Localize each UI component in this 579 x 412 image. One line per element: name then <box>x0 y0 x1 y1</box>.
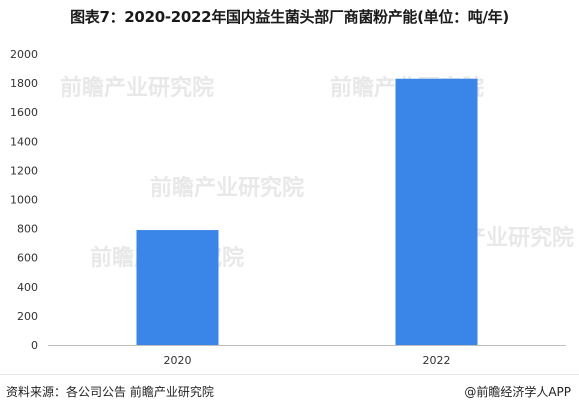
x-tick-label: 2022 <box>423 354 451 367</box>
y-tick-label: 400 <box>17 281 38 294</box>
bar-2022 <box>395 78 478 346</box>
bar-2020 <box>136 230 219 345</box>
source-note: 资料来源：各公司公告 前瞻产业研究院 <box>6 385 214 399</box>
bars <box>136 78 478 346</box>
y-tick-label: 200 <box>17 310 38 323</box>
y-tick-label: 1600 <box>10 106 38 119</box>
y-tick-label: 1000 <box>10 194 38 207</box>
x-axis: 2020 2022 <box>48 345 566 367</box>
y-tick-label: 1400 <box>10 135 38 148</box>
y-tick-label: 800 <box>17 223 38 236</box>
y-tick-label: 0 <box>31 339 38 352</box>
y-tick-label: 2000 <box>10 48 38 61</box>
y-tick-label: 600 <box>17 252 38 265</box>
watermark: 前瞻产业研究院 <box>150 176 305 201</box>
y-tick-label: 1200 <box>10 164 38 177</box>
watermark: 前瞻产业研究院 <box>60 76 215 101</box>
y-axis: 0 200 400 600 800 1000 1200 1400 1600 1800 2000 <box>10 48 38 352</box>
x-tick-label: 2020 <box>164 354 192 367</box>
y-tick-label: 1800 <box>10 77 38 90</box>
brand-credit: @前瞻经济学人APP <box>464 385 571 399</box>
footer-divider <box>0 374 579 375</box>
chart-title: 图表7：2020-2022年国内益生菌头部厂商菌粉产能(单位：吨/年) <box>70 8 509 26</box>
